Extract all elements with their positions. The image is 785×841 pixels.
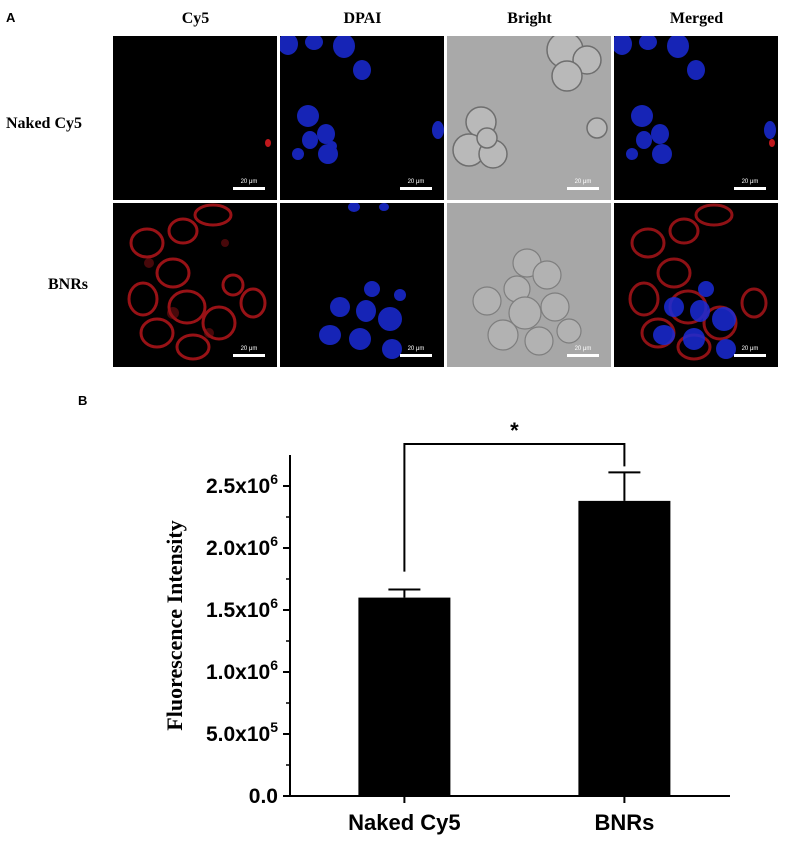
significance-bracket <box>403 443 626 572</box>
micrograph-bnrs-dpai: 20 μm <box>280 203 444 367</box>
scale-bar-label: 20 μm <box>574 179 592 185</box>
column-header-merged: Merged <box>669 10 724 27</box>
y-tick-label: 2.0x106 <box>206 533 278 560</box>
y-tick-label: 0.0 <box>249 785 278 808</box>
bar <box>578 500 671 796</box>
micrograph-bnrs-bright: 20 μm <box>447 203 611 367</box>
y-tick-label: 1.5x106 <box>206 595 278 622</box>
scale-bar <box>233 354 265 357</box>
panel-a-letter: A <box>6 10 16 25</box>
significance-marker: * <box>510 418 519 443</box>
x-tick-label: BNRs <box>594 810 654 835</box>
micrograph-naked-cy5-bright: 20 μm <box>447 36 611 200</box>
column-header-dpai: DPAI <box>343 10 382 27</box>
scale-bar-label: 20 μm <box>574 346 592 352</box>
y-axis-label: Fluorescence Intensity <box>162 520 187 730</box>
scale-bar <box>567 187 599 190</box>
x-tick-label: Naked Cy5 <box>348 810 461 835</box>
y-tick-label: 5.0x105 <box>206 719 278 746</box>
scale-bar-label: 20 μm <box>741 179 759 185</box>
micrograph-naked-cy5-cy5: 20 μm <box>113 36 277 200</box>
scale-bar <box>734 187 766 190</box>
scale-bar-label: 20 μm <box>240 346 258 352</box>
row-label-bnrs: BNRs <box>48 276 89 293</box>
scale-bar-label: 20 μm <box>741 346 759 352</box>
scale-bar <box>400 354 432 357</box>
tile-divider <box>113 200 781 202</box>
bar <box>358 597 451 796</box>
micrograph-naked-cy5-merged: 20 μm <box>614 36 778 200</box>
panel-b-letter: B <box>78 393 88 408</box>
y-tick-label: 1.0x106 <box>206 657 278 684</box>
micrograph-bnrs-cy5: 20 μm <box>113 203 277 367</box>
scale-bar-label: 20 μm <box>407 346 425 352</box>
y-tick-label: 2.5x106 <box>206 471 278 498</box>
scale-bar <box>734 354 766 357</box>
column-header-bright: Bright <box>507 10 552 27</box>
micrograph-bnrs-merged: 20 μm <box>614 203 778 367</box>
row-label-naked-cy5: Naked Cy5 <box>6 115 83 132</box>
scale-bar-label: 20 μm <box>407 179 425 185</box>
scale-bar <box>400 187 432 190</box>
scale-bar <box>567 354 599 357</box>
scale-bar-label: 20 μm <box>240 179 258 185</box>
micrograph-naked-cy5-dpai: 20 μm <box>280 36 444 200</box>
column-header-cy5: Cy5 <box>181 10 210 27</box>
scale-bar <box>233 187 265 190</box>
